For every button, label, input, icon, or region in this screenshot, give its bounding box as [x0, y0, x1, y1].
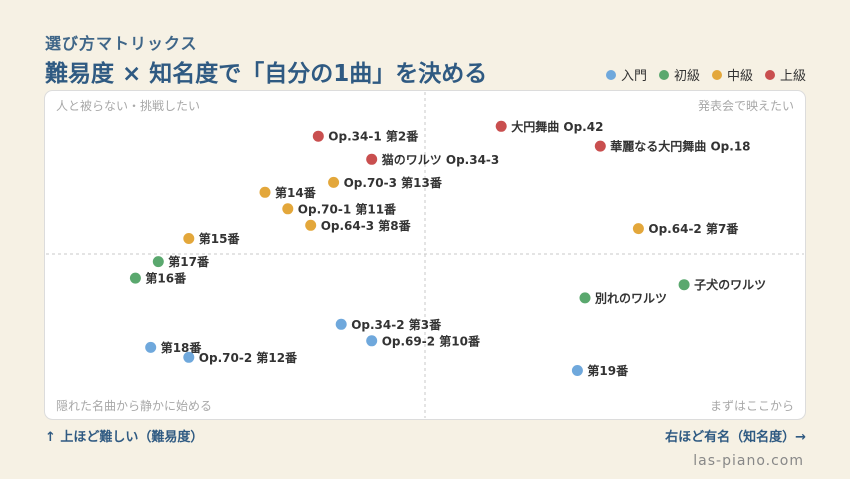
- point-label: 大円舞曲 Op.42: [511, 119, 603, 134]
- point-label: Op.64-3 第8番: [321, 218, 412, 233]
- point-label: 子犬のワルツ: [694, 277, 766, 292]
- quadrant-label-top-right: 発表会で映えたい: [698, 99, 794, 113]
- data-point: [145, 341, 157, 353]
- legend-item-advanced: 上級: [764, 65, 806, 84]
- data-point: [594, 140, 606, 152]
- point-label: 第18番: [161, 340, 203, 355]
- quadrant-label-bottom-left: 隠れた名曲から静かに始める: [56, 398, 212, 413]
- point-label: 第14番: [275, 185, 317, 200]
- point-label: 猫のワルツ Op.34-3: [382, 152, 500, 167]
- legend-label-intermediate: 中級: [726, 69, 753, 84]
- point-label: 第17番: [168, 254, 210, 269]
- y-axis-label: ↑ 上ほど難しい（難易度）: [45, 430, 204, 445]
- point-label: Op.34-1 第2番: [328, 129, 419, 144]
- data-point: [678, 279, 690, 291]
- data-point: [129, 272, 141, 284]
- data-point: [632, 223, 644, 235]
- legend-dot-advanced: [764, 69, 775, 80]
- point-label: Op.64-2 第7番: [648, 221, 739, 236]
- data-point: [366, 153, 378, 165]
- point-label: Op.70-1 第11番: [298, 201, 397, 216]
- point-label: Op.70-2 第12番: [199, 350, 298, 365]
- legend-dot-elementary: [658, 69, 669, 80]
- quadrant-label-top-left: 人と被らない・挑戦したい: [56, 99, 200, 113]
- data-point: [282, 203, 294, 215]
- legend-dot-intermediate: [711, 69, 722, 80]
- legend: 入門 初級 中級 上級: [605, 65, 806, 84]
- data-point: [183, 351, 195, 363]
- point-label: 別れのワルツ: [594, 291, 667, 305]
- data-point: [328, 176, 340, 188]
- data-point: [579, 292, 591, 304]
- legend-label-advanced: 上級: [779, 69, 806, 84]
- data-point: [366, 335, 378, 347]
- point-label: 第15番: [199, 231, 241, 246]
- data-point: [259, 186, 271, 198]
- site-url: las-piano.com: [693, 453, 804, 469]
- quadrant-label-bottom-right: まずはここから: [710, 399, 794, 413]
- point-label: Op.69-2 第10番: [382, 333, 481, 348]
- point-label: 華麗なる大円舞曲 Op.18: [610, 139, 750, 154]
- legend-item-elementary: 初級: [658, 65, 700, 84]
- point-label: Op.34-2 第3番: [351, 317, 442, 332]
- legend-item-intermediate: 中級: [711, 65, 753, 84]
- legend-label-beginner: 入門: [620, 69, 647, 84]
- data-point: [571, 365, 583, 376]
- scatter-plot: 人と被らない・挑戦したい 発表会で映えたい 隠れた名曲から静かに始める まずはこ…: [44, 90, 806, 420]
- chart-title: 難易度 × 知名度で「自分の1曲」を決める: [45, 61, 488, 87]
- data-point: [305, 219, 317, 231]
- legend-label-elementary: 初級: [673, 69, 700, 84]
- x-axis-label: 右ほど有名（知名度）→: [665, 430, 806, 445]
- data-point: [495, 120, 507, 132]
- data-point: [152, 256, 164, 268]
- point-label: 第19番: [587, 363, 629, 378]
- legend-dot-beginner: [605, 69, 616, 80]
- legend-item-beginner: 入門: [605, 65, 647, 84]
- chart-subtitle: 選び方マトリックス: [45, 34, 198, 53]
- point-label: Op.70-3 第13番: [344, 175, 443, 190]
- data-point: [335, 318, 347, 330]
- point-label: 第16番: [145, 271, 187, 286]
- data-point: [183, 233, 195, 244]
- data-point: [312, 130, 324, 142]
